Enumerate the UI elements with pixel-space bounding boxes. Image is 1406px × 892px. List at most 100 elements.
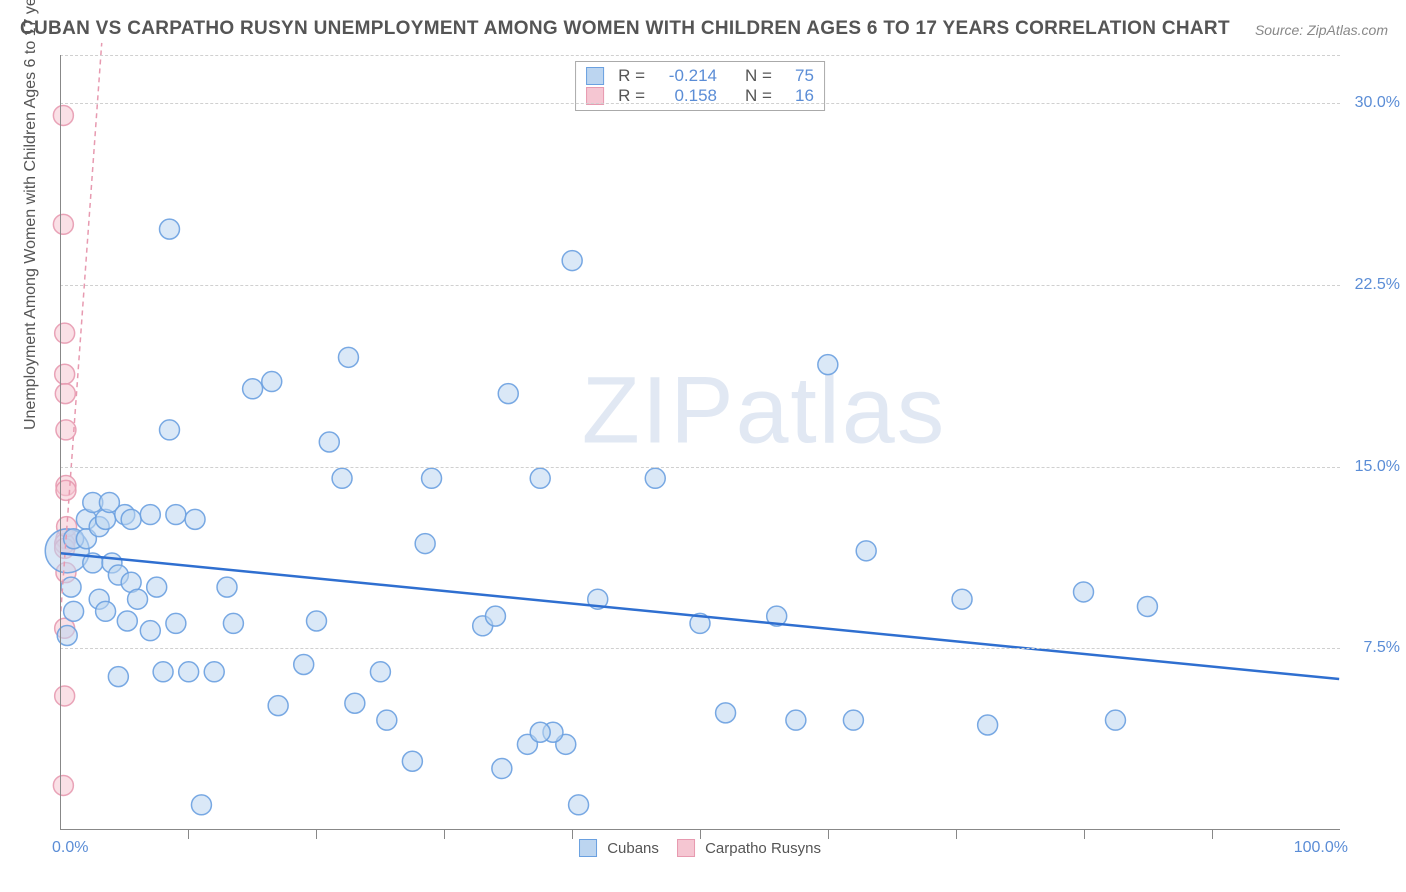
data-point — [55, 323, 75, 343]
data-point — [530, 468, 550, 488]
data-point — [370, 662, 390, 682]
data-point — [55, 686, 75, 706]
x-tick — [1212, 829, 1213, 839]
x-tick — [316, 829, 317, 839]
data-point — [179, 662, 199, 682]
data-point — [96, 601, 116, 621]
data-point — [217, 577, 237, 597]
x-tick — [188, 829, 189, 839]
x-tick — [956, 829, 957, 839]
data-point — [53, 214, 73, 234]
y-tick-label: 30.0% — [1345, 94, 1400, 112]
data-point — [140, 505, 160, 525]
data-point — [485, 606, 505, 626]
legend-row-cubans: R = -0.214 N = 75 — [586, 66, 814, 86]
data-point — [121, 509, 141, 529]
x-max-label: 100.0% — [1294, 839, 1348, 857]
data-point — [53, 105, 73, 125]
y-tick-label: 15.0% — [1345, 458, 1400, 476]
data-point — [645, 468, 665, 488]
gridline — [60, 648, 1340, 649]
data-point — [153, 662, 173, 682]
data-point — [498, 384, 518, 404]
data-point — [492, 759, 512, 779]
data-point — [159, 420, 179, 440]
x-tick — [572, 829, 573, 839]
y-tick-label: 7.5% — [1345, 639, 1400, 657]
y-tick-label: 22.5% — [1345, 276, 1400, 294]
data-point — [147, 577, 167, 597]
data-point — [1137, 596, 1157, 616]
data-point — [856, 541, 876, 561]
data-point — [128, 589, 148, 609]
legend-item-cubans: Cubans — [579, 839, 659, 857]
data-point — [223, 613, 243, 633]
y-axis-label: Unemployment Among Women with Children A… — [22, 0, 40, 430]
data-point — [140, 621, 160, 641]
legend-label-cubans: Cubans — [607, 840, 659, 857]
r-value-cubans: -0.214 — [653, 66, 717, 86]
n-value-cubans: 75 — [780, 66, 814, 86]
data-point — [294, 655, 314, 675]
data-point — [952, 589, 972, 609]
data-point — [843, 710, 863, 730]
swatch-cubans — [586, 67, 604, 85]
data-point — [422, 468, 442, 488]
data-point — [159, 219, 179, 239]
n-label: N = — [745, 66, 772, 86]
data-point — [268, 696, 288, 716]
plot-area: ZIPatlas R = -0.214 N = 75 R = 0.158 N =… — [60, 55, 1340, 830]
data-point — [818, 355, 838, 375]
data-point — [64, 601, 84, 621]
data-point — [185, 509, 205, 529]
swatch-cubans-icon — [579, 839, 597, 857]
gridline — [60, 285, 1340, 286]
legend-item-rusyns: Carpatho Rusyns — [677, 839, 821, 857]
data-point — [243, 379, 263, 399]
x-min-label: 0.0% — [52, 839, 88, 857]
data-point — [319, 432, 339, 452]
data-point — [55, 384, 75, 404]
data-point — [332, 468, 352, 488]
data-point — [978, 715, 998, 735]
r-label: R = — [618, 66, 645, 86]
scatter-svg — [60, 55, 1340, 829]
data-point — [117, 611, 137, 631]
data-point — [338, 347, 358, 367]
swatch-rusyns — [586, 87, 604, 105]
legend-label-rusyns: Carpatho Rusyns — [705, 840, 821, 857]
data-point — [786, 710, 806, 730]
data-point — [562, 251, 582, 271]
source-attribution: Source: ZipAtlas.com — [1255, 22, 1388, 38]
data-point — [55, 364, 75, 384]
data-point — [1074, 582, 1094, 602]
data-point — [53, 775, 73, 795]
x-tick — [444, 829, 445, 839]
x-tick — [1084, 829, 1085, 839]
data-point — [530, 722, 550, 742]
data-point — [108, 667, 128, 687]
data-point — [191, 795, 211, 815]
gridline — [60, 467, 1340, 468]
data-point — [166, 505, 186, 525]
gridline — [60, 55, 1340, 56]
gridline — [60, 103, 1340, 104]
data-point — [716, 703, 736, 723]
data-point — [307, 611, 327, 631]
data-point — [345, 693, 365, 713]
x-tick — [828, 829, 829, 839]
data-point — [1105, 710, 1125, 730]
swatch-rusyns-icon — [677, 839, 695, 857]
x-tick — [700, 829, 701, 839]
data-point — [402, 751, 422, 771]
data-point — [56, 480, 76, 500]
data-point — [204, 662, 224, 682]
data-point — [377, 710, 397, 730]
data-point — [61, 577, 81, 597]
data-point — [262, 372, 282, 392]
series-legend: Cubans Carpatho Rusyns — [579, 839, 821, 857]
data-point — [166, 613, 186, 633]
data-point — [415, 534, 435, 554]
data-point — [57, 626, 77, 646]
data-point — [569, 795, 589, 815]
